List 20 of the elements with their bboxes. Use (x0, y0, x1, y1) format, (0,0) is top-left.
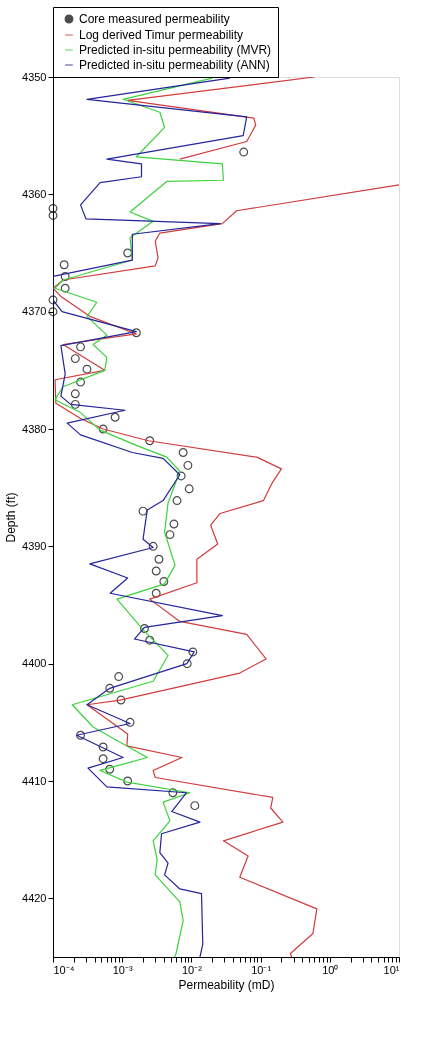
y-tick-label: 4390 (22, 539, 47, 552)
x-tick-label: 10⁻⁴ (53, 963, 75, 976)
x-tick-label: 10¹ (383, 963, 400, 976)
legend-label: Log derived Timur permeability (79, 28, 244, 42)
y-tick-label: 4370 (22, 305, 47, 318)
y-axis-title: Depth (ft) (4, 492, 19, 543)
x-tick-label: 10⁻² (181, 963, 203, 976)
x-tick-label: 10⁰ (322, 963, 339, 976)
x-axis-title: Permeability (mD) (178, 977, 275, 992)
y-tick-label: 4400 (22, 657, 47, 670)
x-tick-label: 10⁻¹ (251, 963, 272, 976)
legend-label: Predicted in-situ permeability (ANN) (79, 58, 270, 72)
y-tick-label: 4420 (22, 891, 47, 904)
legend-label: Predicted in-situ permeability (MVR) (79, 43, 272, 57)
y-tick-label: 4380 (22, 422, 47, 435)
legend-label: Core measured permeability (79, 12, 230, 26)
x-tick-label: 10⁻³ (112, 963, 133, 976)
y-tick-label: 4360 (22, 187, 47, 200)
y-tick-label: 4410 (22, 774, 47, 787)
y-tick-label: 4350 (22, 70, 47, 83)
